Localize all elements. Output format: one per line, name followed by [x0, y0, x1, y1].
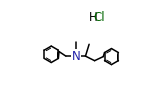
Text: Cl: Cl — [93, 11, 104, 24]
Text: H: H — [88, 11, 97, 24]
Text: N: N — [72, 50, 80, 63]
